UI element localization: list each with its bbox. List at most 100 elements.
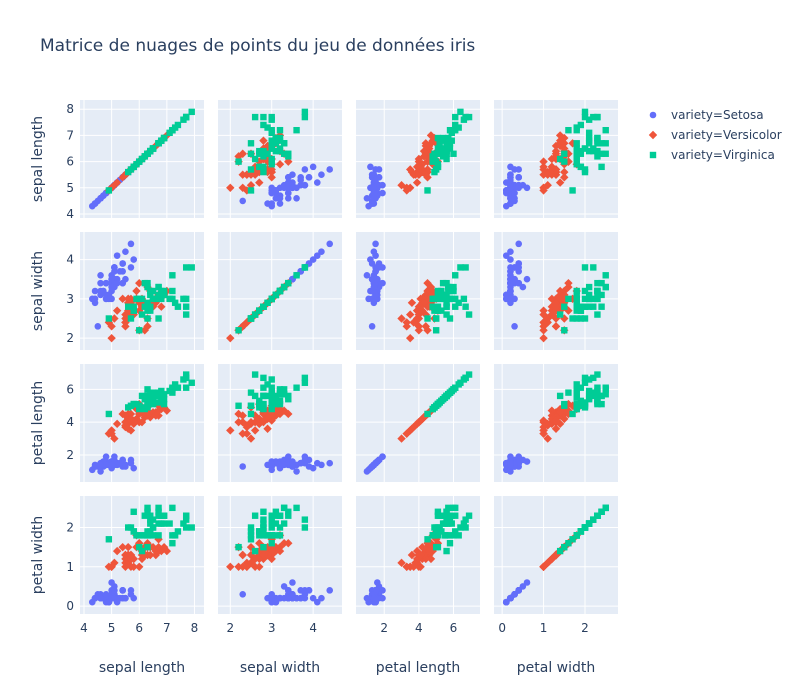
- point-virginica-45: [594, 140, 601, 147]
- point-virginica-7: [264, 299, 271, 306]
- point-virginica-21: [431, 524, 438, 531]
- x-tick-label: 2: [226, 621, 234, 635]
- point-setosa-22: [363, 194, 371, 202]
- point-setosa-15: [326, 587, 334, 594]
- y-tick-label: 6: [66, 382, 74, 396]
- point-setosa-40: [289, 590, 296, 598]
- legend-item-setosa[interactable]: variety=Setosa: [649, 108, 764, 122]
- point-virginica-6: [569, 315, 576, 322]
- point-virginica-48: [594, 279, 601, 287]
- point-virginica-18: [465, 512, 473, 519]
- legend[interactable]: variety=Setosa variety=Versicolor variety=…: [648, 108, 782, 162]
- point-versicolor-35: [284, 409, 293, 419]
- point-virginica-3: [443, 299, 450, 306]
- point-setosa-43: [289, 458, 296, 465]
- point-virginica-35: [452, 295, 459, 303]
- point-virginica-49: [434, 400, 442, 408]
- point-virginica-33: [434, 303, 442, 310]
- point-setosa-48: [297, 459, 305, 467]
- point-virginica-16: [441, 295, 449, 303]
- point-virginica-33: [144, 303, 151, 310]
- point-virginica-6: [247, 187, 255, 194]
- point-virginica-38: [429, 405, 436, 413]
- panel-sepal-length-vs-petal-width[interactable]: [494, 100, 618, 218]
- point-virginica-49: [434, 295, 442, 303]
- panel-petal-width-vs-petal-length[interactable]: [356, 496, 480, 614]
- legend-item-virginica[interactable]: variety=Virginica: [649, 148, 775, 162]
- point-setosa-22: [97, 468, 104, 475]
- point-virginica-30: [260, 384, 267, 391]
- point-virginica-23: [256, 404, 263, 411]
- point-setosa-32: [313, 252, 321, 259]
- y-tick-label: 5: [66, 181, 74, 195]
- panel-sepal-width-vs-petal-width[interactable]: [494, 232, 618, 350]
- point-setosa-45: [102, 590, 110, 598]
- point-virginica-40: [443, 291, 450, 299]
- point-virginica-44: [445, 283, 452, 291]
- point-virginica-38: [429, 532, 436, 539]
- panel-petal-length-vs-petal-length[interactable]: [356, 364, 480, 482]
- panel-petal-width-vs-sepal-length[interactable]: [80, 496, 204, 614]
- point-setosa-48: [372, 176, 379, 184]
- point-setosa-24: [507, 453, 514, 460]
- point-versicolor-49: [416, 550, 425, 560]
- panel-petal-width-vs-petal-width[interactable]: [494, 496, 618, 614]
- point-virginica-40: [598, 508, 605, 515]
- point-setosa-43: [374, 275, 381, 283]
- point-versicolor-49: [416, 302, 425, 311]
- point-virginica-29: [268, 540, 275, 547]
- point-setosa-47: [97, 287, 104, 295]
- point-virginica-6: [105, 410, 113, 418]
- point-virginica-7: [455, 124, 462, 131]
- point-virginica-46: [432, 150, 440, 157]
- point-setosa-47: [97, 461, 104, 469]
- point-virginica-9: [602, 126, 609, 134]
- panel-petal-width-vs-sepal-width[interactable]: [218, 496, 342, 614]
- panel-petal-length-vs-sepal-width[interactable]: [218, 364, 342, 482]
- panel-petal-length-vs-petal-width[interactable]: [494, 364, 618, 482]
- point-setosa-31: [515, 174, 523, 181]
- point-virginica-41: [272, 291, 280, 299]
- point-virginica-35: [452, 113, 459, 121]
- point-setosa-38: [91, 295, 99, 303]
- point-versicolor-22: [560, 314, 569, 323]
- point-virginica-22: [581, 374, 589, 382]
- point-versicolor-36: [426, 139, 436, 148]
- point-setosa-45: [511, 189, 518, 197]
- panel-sepal-length-vs-sepal-width[interactable]: [218, 100, 342, 218]
- legend-item-versicolor[interactable]: variety=Versicolor: [648, 128, 782, 142]
- point-virginica-19: [235, 543, 242, 551]
- point-virginica-45: [155, 140, 162, 147]
- panel-sepal-width-vs-sepal-length[interactable]: [80, 232, 204, 350]
- point-versicolor-14: [551, 424, 561, 433]
- point-setosa-24: [284, 189, 292, 197]
- point-versicolor-47: [140, 413, 149, 422]
- point-virginica-33: [260, 150, 267, 157]
- panel-petal-length-vs-sepal-length[interactable]: [80, 364, 204, 482]
- panel-sepal-width-vs-sepal-width[interactable]: [218, 232, 342, 350]
- point-virginica-2: [166, 520, 173, 527]
- point-virginica-47: [581, 295, 589, 303]
- point-setosa-23: [280, 583, 288, 590]
- point-versicolor-29: [406, 310, 415, 319]
- point-virginica-43: [594, 387, 601, 395]
- point-virginica-35: [182, 113, 190, 121]
- point-setosa-48: [507, 176, 514, 184]
- point-virginica-25: [450, 126, 457, 134]
- x-tick-label: 1: [540, 621, 548, 635]
- point-setosa-18: [127, 264, 135, 271]
- point-virginica-8: [247, 389, 255, 396]
- point-virginica-43: [448, 137, 455, 144]
- point-virginica-15: [276, 147, 284, 155]
- point-virginica-15: [438, 287, 445, 295]
- point-virginica-31: [188, 264, 195, 271]
- point-setosa-33: [318, 171, 325, 179]
- point-virginica-16: [268, 394, 275, 401]
- point-virginica-48: [439, 279, 447, 287]
- point-versicolor-34: [267, 173, 276, 182]
- point-setosa-42: [91, 287, 99, 295]
- panel-sepal-length-vs-sepal-length[interactable]: [80, 100, 204, 218]
- y-tick-label: 8: [66, 102, 74, 116]
- panel-sepal-width-vs-petal-length[interactable]: [356, 232, 480, 350]
- panel-sepal-length-vs-petal-length[interactable]: [356, 100, 480, 218]
